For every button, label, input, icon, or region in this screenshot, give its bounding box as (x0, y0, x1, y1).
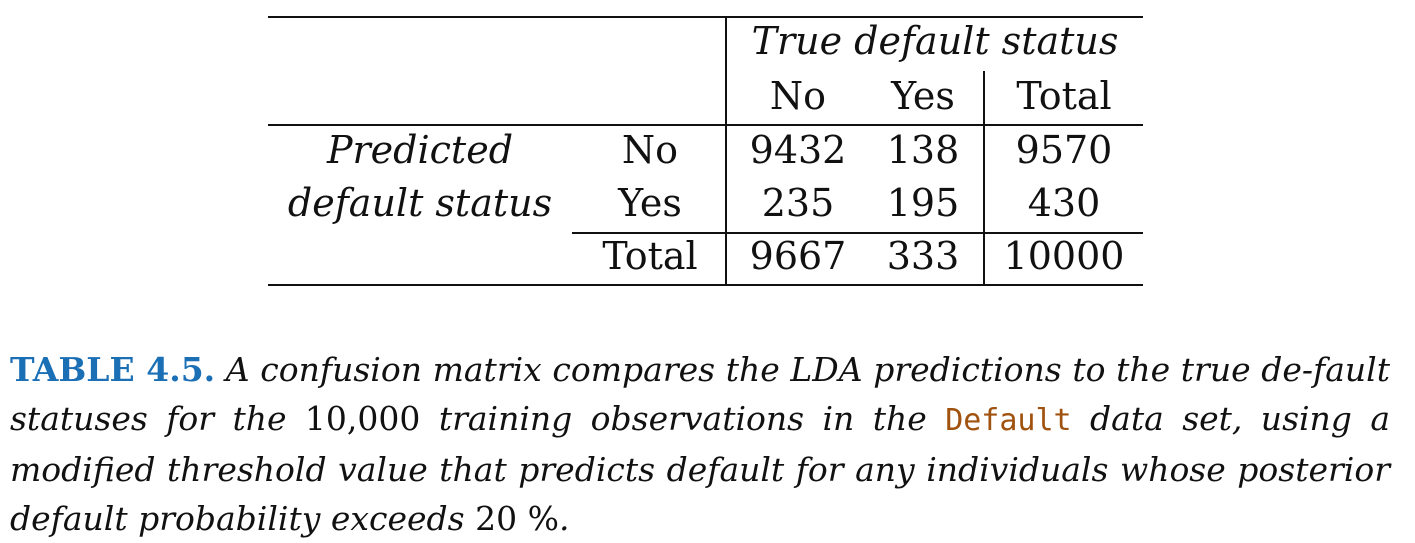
table-column-divider (725, 16, 727, 286)
table-total-divider (983, 71, 985, 286)
table-caption: TABLE 4.5. A confusion matrix compares t… (10, 345, 1390, 543)
row-label-no: No (621, 128, 679, 172)
caption-text: training observations in the (438, 399, 927, 438)
column-group-header: True default status (751, 19, 1119, 63)
column-header-no: No (769, 74, 827, 118)
table-cell: 333 (886, 234, 960, 278)
caption-label: TABLE 4.5. (10, 350, 216, 389)
column-header-total: Total (1016, 74, 1112, 118)
row-group-header-line1: Predicted (326, 128, 514, 172)
table-cell: 9667 (749, 234, 847, 278)
table-cell: 235 (761, 181, 835, 225)
table-cell: 10000 (1003, 234, 1125, 278)
caption-text: A confusion matrix compares the LDA pred… (10, 350, 1390, 438)
table-cell: 430 (1027, 181, 1101, 225)
table-header-rule (268, 124, 1143, 126)
table-bottom-rule (268, 284, 1143, 286)
table-cell: 195 (886, 181, 960, 225)
table-cell: 9432 (749, 128, 847, 172)
row-group-header-line2: default status (287, 181, 553, 225)
caption-percent: 20 % (475, 499, 559, 538)
table-total-rule (572, 232, 1143, 234)
column-header-yes: Yes (891, 74, 955, 118)
table-cell: 9570 (1015, 128, 1113, 172)
caption-number: 10,000 (304, 399, 421, 438)
table-top-rule (268, 16, 1143, 18)
table-cell: 138 (886, 128, 960, 172)
caption-end: . (558, 499, 570, 538)
caption-text: data set, using a modified threshold val… (10, 399, 1391, 538)
row-label-yes: Yes (618, 181, 682, 225)
row-label-total: Total (602, 234, 698, 278)
caption-dataset-name: Default (945, 403, 1072, 438)
